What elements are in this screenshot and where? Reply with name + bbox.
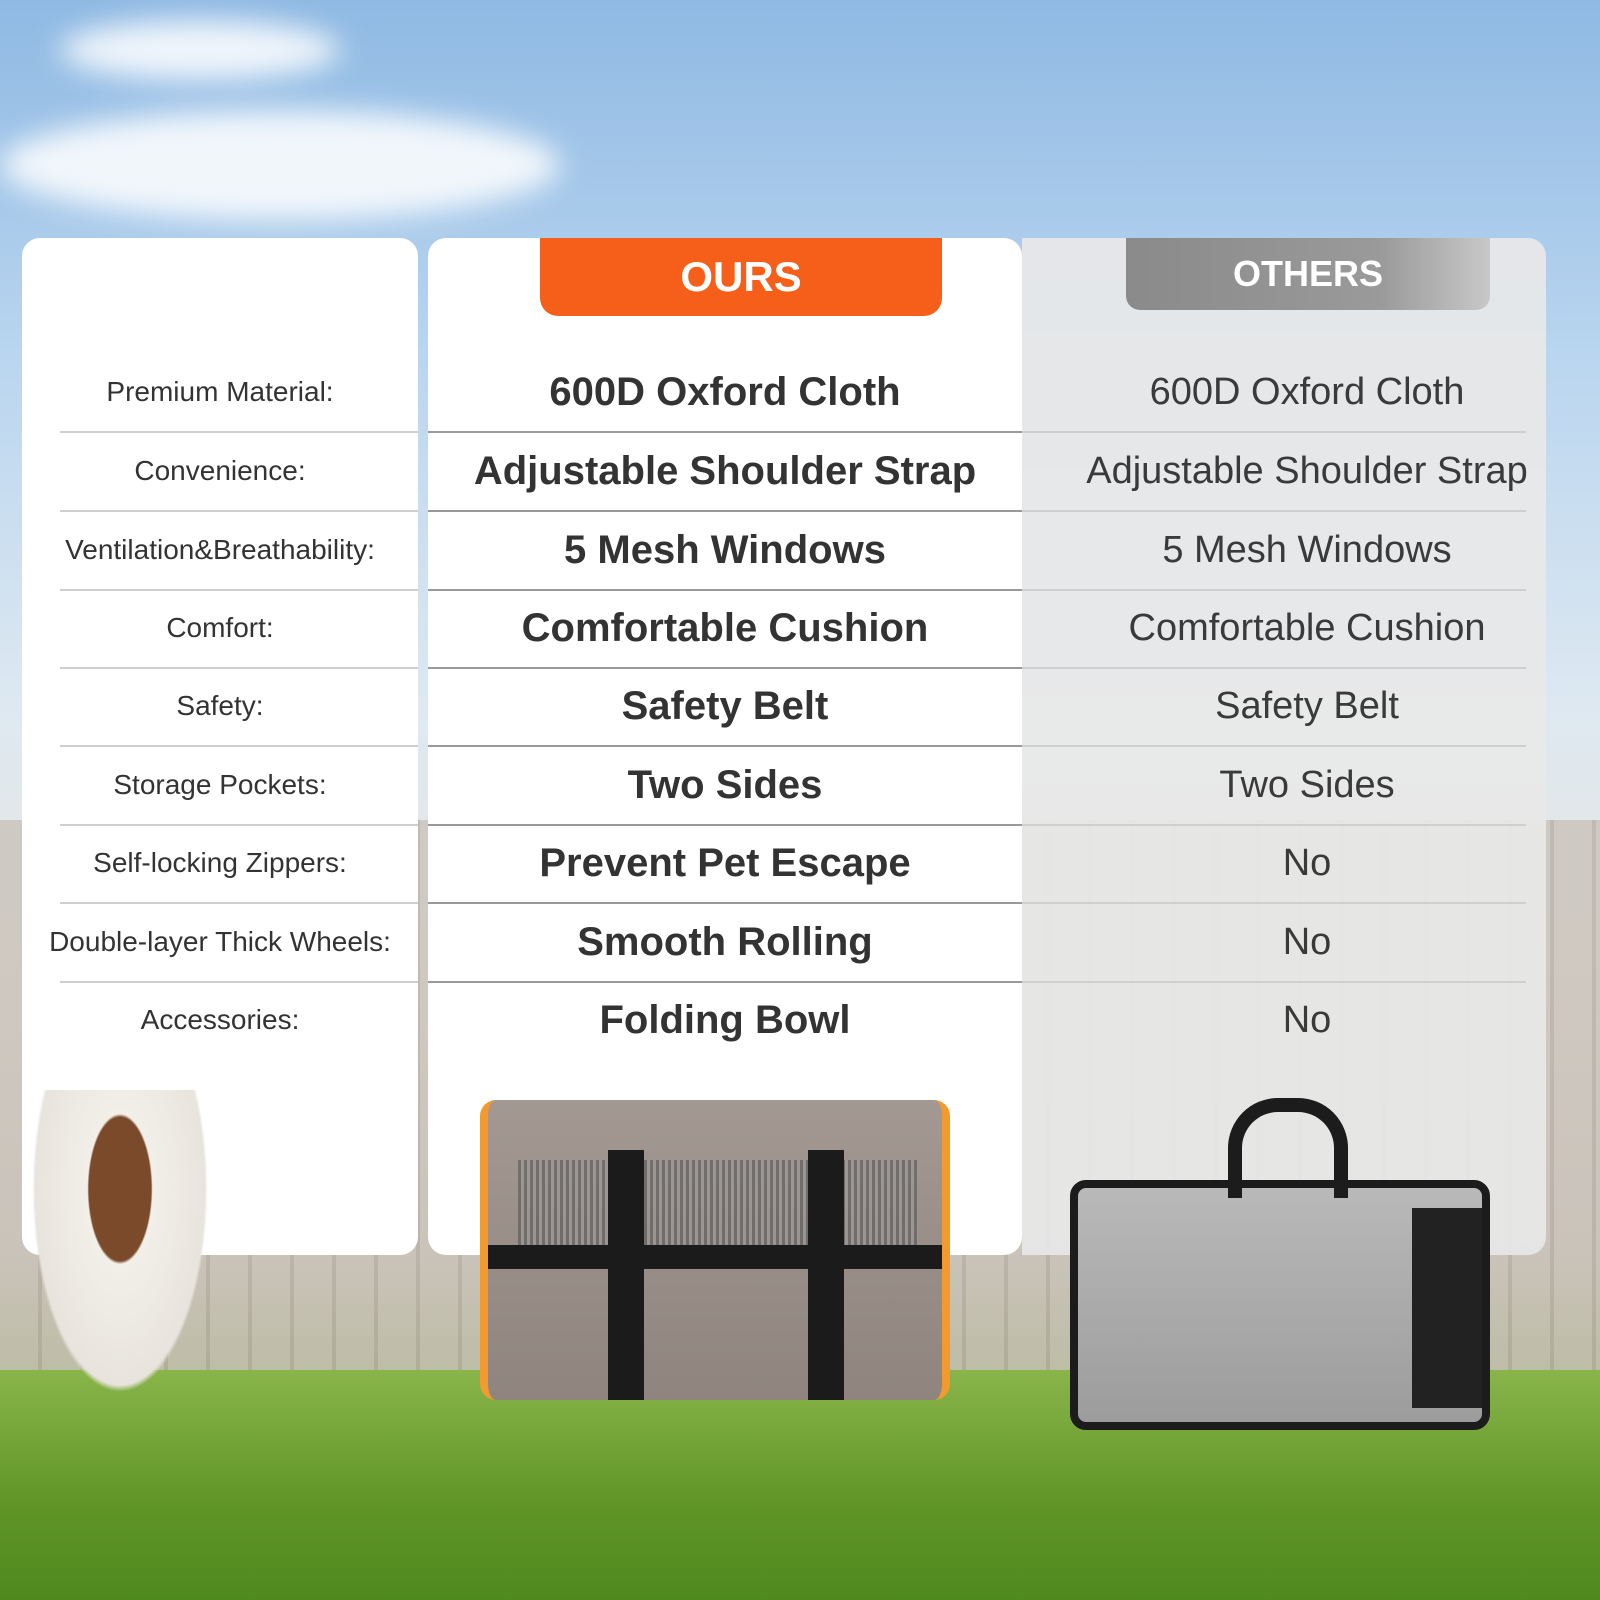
row-divider xyxy=(1022,824,1526,826)
others-value: No xyxy=(1282,920,1332,963)
feature-label: Self-locking Zippers: xyxy=(93,847,347,878)
comparison-row: Accessories: Folding Bowl No xyxy=(0,980,1600,1060)
row-divider xyxy=(60,431,418,433)
row-divider xyxy=(60,981,418,983)
row-divider xyxy=(1022,589,1526,591)
comparison-row: Self-locking Zippers: Prevent Pet Escape N… xyxy=(0,823,1600,903)
comparison-row: Ventilation&Breathability: 5 Mesh Windows… xyxy=(0,510,1600,590)
others-value: 600D Oxford Cloth xyxy=(1149,370,1465,413)
ours-value: Safety Belt xyxy=(621,683,829,728)
feature-label: Double-layer Thick Wheels: xyxy=(49,926,391,957)
others-value: No xyxy=(1282,998,1332,1041)
ours-value: Prevent Pet Escape xyxy=(539,840,911,885)
row-divider xyxy=(428,510,1022,512)
row-divider xyxy=(60,589,418,591)
ours-value: Folding Bowl xyxy=(599,997,851,1042)
row-divider xyxy=(60,902,418,904)
ours-value: Two Sides xyxy=(627,762,823,807)
comparison-row: Comfort: Comfortable Cushion Comfortable C… xyxy=(0,588,1600,668)
others-value: Two Sides xyxy=(1219,763,1395,806)
dog-image xyxy=(20,1090,220,1420)
row-divider xyxy=(428,902,1022,904)
others-product-carrier-image xyxy=(1070,1098,1490,1430)
others-value: Adjustable Shoulder Strap xyxy=(1086,449,1528,492)
row-divider xyxy=(1022,745,1526,747)
comparison-row: Safety: Safety Belt Safety Belt xyxy=(0,666,1600,746)
feature-label: Accessories: xyxy=(140,1004,300,1035)
comparison-row: Premium Material: 600D Oxford Cloth 600D O… xyxy=(0,352,1600,432)
others-value: No xyxy=(1282,841,1332,884)
feature-label: Safety: xyxy=(176,690,264,721)
others-header: OTHERS xyxy=(1126,238,1490,310)
ours-value: Smooth Rolling xyxy=(577,919,873,964)
row-divider xyxy=(60,745,418,747)
row-divider xyxy=(60,667,418,669)
ours-value: Comfortable Cushion xyxy=(521,605,929,650)
others-value: Safety Belt xyxy=(1215,684,1399,727)
ours-product-carrier-image xyxy=(480,1100,950,1400)
feature-label: Premium Material: xyxy=(106,376,334,407)
row-divider xyxy=(1022,431,1526,433)
ours-value: Adjustable Shoulder Strap xyxy=(473,448,977,493)
others-value: Comfortable Cushion xyxy=(1128,606,1486,649)
row-divider xyxy=(1022,510,1526,512)
comparison-row: Double-layer Thick Wheels: Smooth Rolling… xyxy=(0,902,1600,982)
row-divider xyxy=(1022,981,1526,983)
feature-label: Ventilation&Breathability: xyxy=(65,534,375,565)
row-divider xyxy=(428,431,1022,433)
cloud xyxy=(60,20,340,80)
ours-header: OURS xyxy=(540,238,942,316)
row-divider xyxy=(428,667,1022,669)
row-divider xyxy=(428,981,1022,983)
ours-value: 5 Mesh Windows xyxy=(564,527,886,572)
row-divider xyxy=(428,824,1022,826)
row-divider xyxy=(60,510,418,512)
cloud xyxy=(0,110,560,220)
row-divider xyxy=(1022,667,1526,669)
row-divider xyxy=(428,745,1022,747)
feature-label: Storage Pockets: xyxy=(113,769,327,800)
comparison-row: Convenience: Adjustable Shoulder Strap Adj… xyxy=(0,431,1600,511)
row-divider xyxy=(60,824,418,826)
row-divider xyxy=(428,589,1022,591)
feature-label: Comfort: xyxy=(166,612,274,643)
ours-value: 600D Oxford Cloth xyxy=(549,369,901,414)
feature-label: Convenience: xyxy=(134,455,306,486)
others-value: 5 Mesh Windows xyxy=(1162,528,1452,571)
row-divider xyxy=(1022,902,1526,904)
comparison-row: Storage Pockets: Two Sides Two Sides xyxy=(0,745,1600,825)
